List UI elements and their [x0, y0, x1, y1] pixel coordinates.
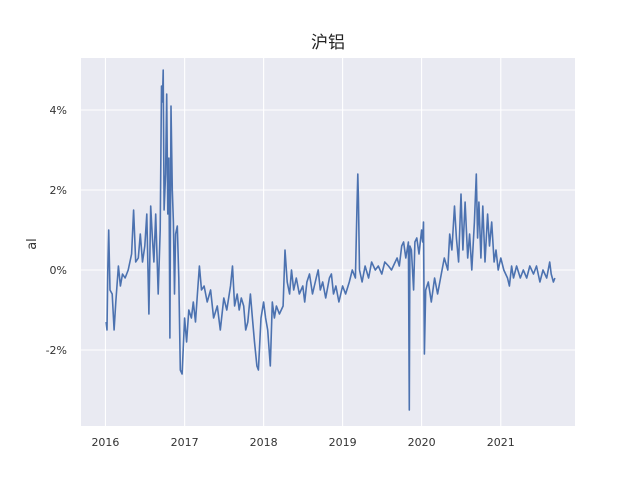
y-tick-label: -2% — [46, 344, 67, 357]
y-axis-label: al — [25, 238, 40, 250]
x-tick-label: 2016 — [91, 436, 119, 449]
chart-title: 沪铝 — [311, 33, 345, 53]
series-group — [105, 69, 556, 411]
x-tick-label: 2018 — [250, 436, 278, 449]
series-line — [105, 69, 556, 411]
x-tick-label: 2019 — [329, 436, 357, 449]
x-tick-label: 2017 — [171, 436, 199, 449]
x-tick-labels: 2016 2017 2018 2019 2020 2021 — [91, 436, 514, 449]
x-gridlines — [104, 58, 502, 426]
y-tick-label: 0% — [50, 264, 67, 277]
x-tick-label: 2020 — [408, 436, 436, 449]
y-tick-label: 4% — [50, 104, 67, 117]
y-tick-label: 2% — [50, 184, 67, 197]
y-tick-labels: 4% 2% 0% -2% — [46, 104, 67, 357]
x-tick-label: 2021 — [487, 436, 515, 449]
